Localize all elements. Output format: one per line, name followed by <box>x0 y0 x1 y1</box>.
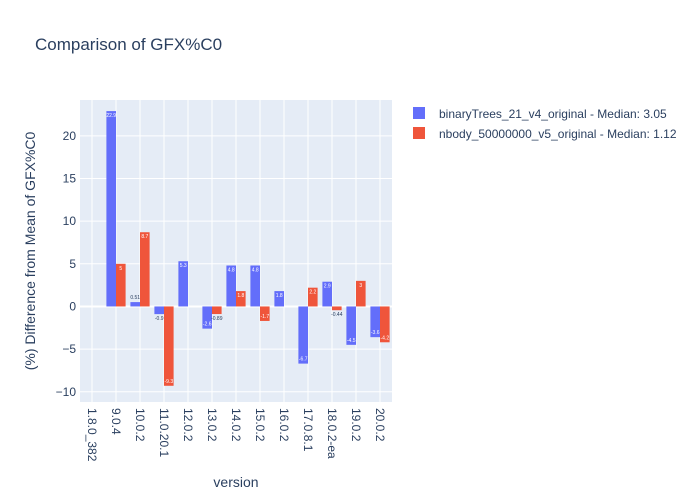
legend-label[interactable]: nbody_50000000_v5_original - Median: 1.1… <box>439 127 677 141</box>
x-tick-label: 19.0.2 <box>349 408 363 442</box>
x-tick-label: 20.0.2 <box>373 408 387 442</box>
x-tick-label: 16.0.2 <box>277 408 291 442</box>
bar[interactable] <box>226 265 236 307</box>
x-tick-label: 12.0.2 <box>181 408 195 442</box>
bar[interactable] <box>356 280 366 307</box>
bar[interactable] <box>332 306 342 311</box>
bar[interactable] <box>154 306 164 315</box>
bar-value-label: 5.3 <box>180 263 187 269</box>
y-tick-label: 5 <box>69 257 76 271</box>
bar[interactable] <box>346 306 356 345</box>
legend-swatch[interactable] <box>413 107 425 119</box>
y-tick-label: 20 <box>63 129 77 143</box>
y-axis-title: (%) Difference from Mean of GFX%C0 <box>22 131 38 370</box>
x-tick-label: 17.0.8.1 <box>301 408 315 452</box>
bar-value-label: -0.9 <box>155 316 164 322</box>
y-tick-label: 0 <box>69 299 76 313</box>
bar[interactable] <box>202 306 212 329</box>
bar-value-label: 4.8 <box>228 268 235 274</box>
y-tick-label: 10 <box>63 214 77 228</box>
bar-value-label: -2.6 <box>203 322 212 328</box>
x-tick-label: 1.8.0_382 <box>85 408 99 462</box>
bar-value-label: -3.6 <box>371 330 380 336</box>
bar-value-label: 8.7 <box>141 234 148 240</box>
bar-value-label: -0.44 <box>331 312 343 318</box>
bar-value-label: -4.2 <box>380 335 389 341</box>
x-axis-title: version <box>213 474 258 490</box>
bar[interactable] <box>322 281 332 307</box>
bar[interactable] <box>380 306 390 343</box>
y-tick-label: −5 <box>62 342 76 356</box>
bar[interactable] <box>140 232 150 307</box>
y-tick-label: −10 <box>56 385 77 399</box>
bar[interactable] <box>298 306 308 364</box>
bar[interactable] <box>130 302 140 307</box>
bars-group: 22.9 0.51 -0.9 5.3 -2.6 4.8 4.8 1.8 -6.7 2.9 -4.5 -… <box>106 111 390 386</box>
chart-title: Comparison of GFX%C0 <box>35 35 222 54</box>
bar[interactable] <box>260 306 270 321</box>
bar-value-label: -1.7 <box>260 314 269 320</box>
bar[interactable] <box>116 263 126 307</box>
bar[interactable] <box>250 265 260 307</box>
bar-value-label: -0.89 <box>211 316 223 322</box>
y-tick-labels: −10 −5 0 5 10 15 20 <box>56 129 77 399</box>
bar[interactable] <box>236 291 246 307</box>
x-tick-label: 11.0.20.1 <box>157 408 171 457</box>
bar-value-label: 22.9 <box>106 113 116 119</box>
y-tick-label: 15 <box>63 171 77 185</box>
bar[interactable] <box>212 306 222 315</box>
x-tick-label: 14.0.2 <box>229 408 243 442</box>
x-tick-label: 15.0.2 <box>253 408 267 442</box>
bar-value-label: 1.8 <box>276 293 283 299</box>
x-tick-labels: 1.8.0_382 9.0.4 10.0.2 11.0.20.1 12.0.2 13.0.… <box>85 408 387 462</box>
legend[interactable]: binaryTrees_21_v4_original - Median: 3.0… <box>413 107 677 141</box>
bar-value-label: 2.9 <box>324 284 331 290</box>
x-tick-label: 18.0.2-ea <box>325 408 339 459</box>
x-tick-label: 9.0.4 <box>109 408 123 435</box>
bar-value-label: 3 <box>359 283 362 289</box>
legend-label[interactable]: binaryTrees_21_v4_original - Median: 3.0… <box>439 107 667 121</box>
bar-value-label: 0.51 <box>130 295 140 301</box>
legend-swatch[interactable] <box>413 127 425 139</box>
bar-value-label: 4.8 <box>252 268 259 274</box>
bar[interactable] <box>106 111 116 307</box>
bar-value-label: -6.7 <box>299 357 308 363</box>
bar[interactable] <box>164 306 174 386</box>
bar-value-label: 2.2 <box>309 290 316 296</box>
x-tick-label: 13.0.2 <box>205 408 219 442</box>
bar[interactable] <box>274 291 284 307</box>
x-tick-label: 10.0.2 <box>133 408 147 442</box>
bar-value-label: 5 <box>119 266 122 272</box>
bar[interactable] <box>370 306 380 338</box>
bar-value-label: 1.8 <box>237 293 244 299</box>
bar-value-label: -9.3 <box>164 379 173 385</box>
bar[interactable] <box>178 261 188 307</box>
bar-value-label: -4.5 <box>347 338 356 344</box>
bar[interactable] <box>308 287 318 307</box>
